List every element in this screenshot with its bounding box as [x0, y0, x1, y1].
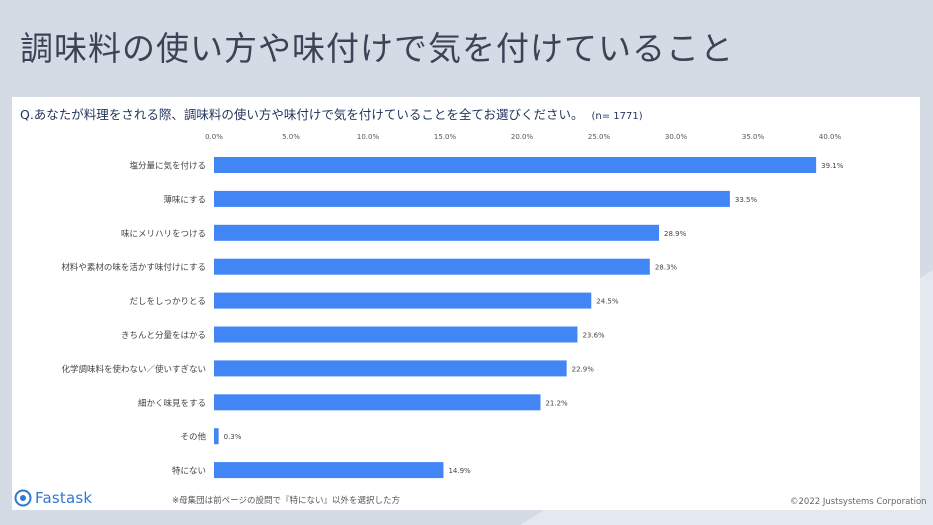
category-label: 味にメリハリをつける — [121, 228, 206, 239]
x-tick-label: 5.0% — [282, 133, 300, 141]
x-tick-label: 0.0% — [205, 133, 223, 141]
question-text: Q.あなたが料理をされる際、調味料の使い方や味付けで気を付けていることを全てお選… — [20, 107, 584, 122]
x-tick-label: 40.0% — [819, 133, 842, 141]
value-label: 14.9% — [448, 467, 471, 475]
category-label: だしをしっかりとる — [129, 297, 206, 307]
footnote: ※母集団は前ページの設問で『特にない』以外を選択した方 — [172, 496, 400, 506]
category-label: その他 — [180, 432, 206, 443]
value-label: 39.1% — [821, 162, 844, 170]
x-tick-label: 25.0% — [588, 133, 611, 141]
bar — [214, 428, 219, 445]
category-label: 化学調味料を使わない／使いすぎない — [61, 364, 206, 375]
x-tick-label: 20.0% — [511, 133, 534, 141]
bar — [214, 292, 592, 309]
x-tick-label: 10.0% — [357, 133, 380, 141]
fastask-logo-icon — [14, 489, 32, 507]
bar — [214, 258, 650, 275]
value-label: 22.9% — [572, 365, 595, 373]
bar — [214, 394, 541, 411]
bar — [214, 190, 730, 207]
x-tick-label: 35.0% — [742, 133, 765, 141]
category-label: 材料や素材の味を活かす味付けにする — [61, 262, 206, 273]
category-label: きちんと分量をはかる — [121, 331, 206, 341]
bar — [214, 326, 578, 343]
sample-size: (n= 1771) — [591, 111, 643, 122]
page-title: 調味料の使い方や味付けで気を付けていること — [20, 29, 734, 68]
bar — [214, 360, 567, 377]
value-label: 24.5% — [596, 298, 619, 306]
category-label: 細かく味見をする — [138, 398, 206, 409]
value-label: 28.9% — [664, 230, 687, 238]
bar — [214, 462, 444, 479]
x-tick-label: 30.0% — [665, 133, 688, 141]
value-label: 0.3% — [224, 433, 242, 441]
x-tick-label: 15.0% — [434, 133, 457, 141]
category-label: 塩分量に気を付ける — [129, 161, 206, 172]
survey-question: Q.あなたが料理をされる際、調味料の使い方や味付けで気を付けていることを全てお選… — [20, 104, 643, 123]
bar — [214, 224, 660, 241]
value-label: 21.2% — [545, 399, 568, 407]
copyright: ©2022 Justsystems Corporation — [790, 497, 927, 507]
bar — [214, 157, 817, 173]
value-label: 28.3% — [655, 264, 678, 272]
fastask-logo: Fastask — [14, 489, 92, 507]
category-label: 薄味にする — [163, 194, 206, 205]
value-label: 23.6% — [582, 332, 605, 340]
value-label: 33.5% — [735, 196, 758, 204]
logo-text: Fastask — [35, 489, 93, 507]
category-label: 特にない — [172, 466, 206, 477]
